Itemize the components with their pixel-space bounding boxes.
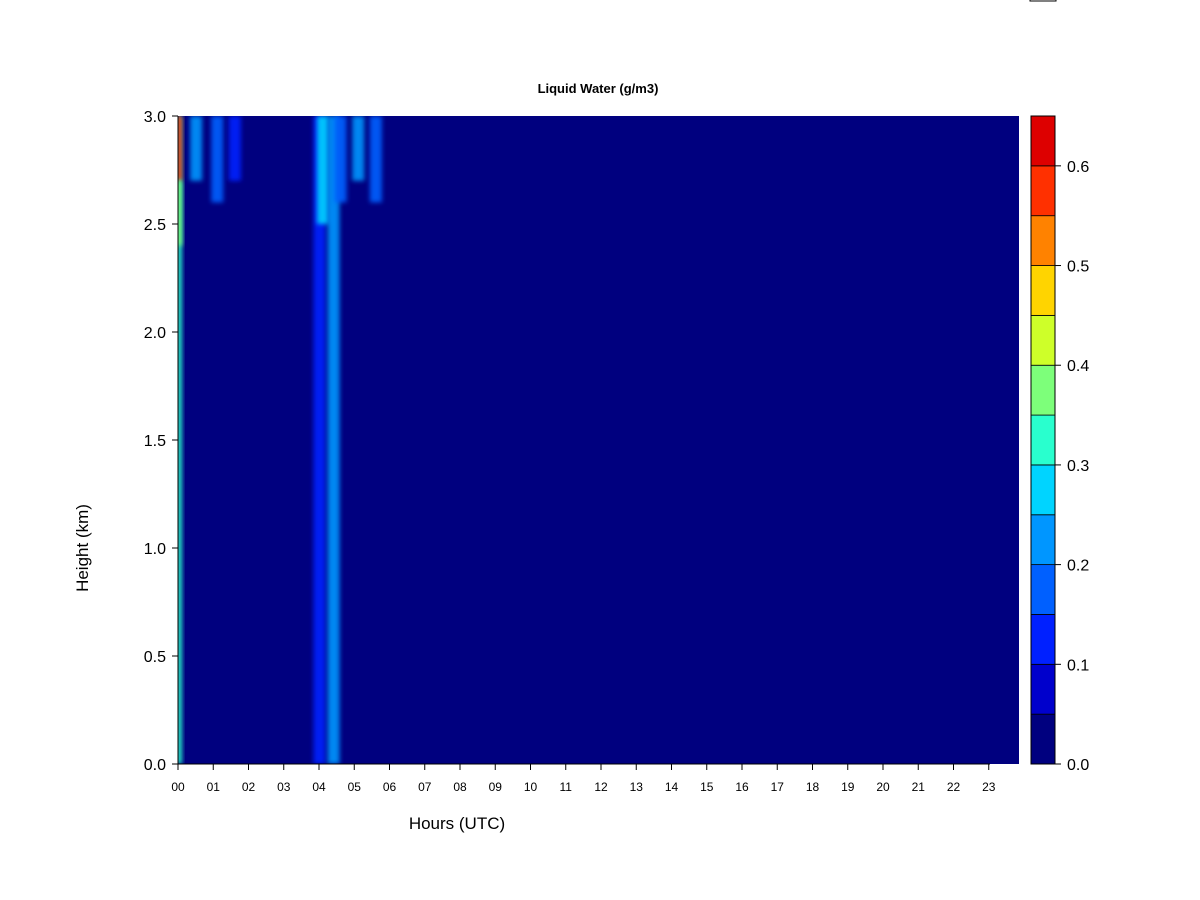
plot-area	[178, 116, 1019, 764]
feature-0	[178, 116, 182, 764]
x-tick-label: 03	[277, 780, 291, 794]
x-tick-label: 04	[312, 780, 326, 794]
feature-7	[317, 116, 329, 224]
y-tick-label: 0.5	[144, 649, 166, 666]
feature-1	[178, 116, 182, 181]
x-tick-label: 06	[383, 780, 397, 794]
x-tick-label: 21	[912, 780, 926, 794]
feature-8	[327, 116, 340, 764]
colorbar-swatch	[1030, 713, 1056, 765]
x-tick-label: 07	[418, 780, 432, 794]
feature-6	[313, 116, 326, 764]
feature-5	[228, 116, 241, 181]
y-axis: 0.0 0.5 1.0 1.5 2.0 2.5 3.0	[144, 109, 179, 774]
feature-4	[211, 116, 224, 203]
y-tick-label: 1.0	[144, 541, 166, 558]
x-ticks: 00 01 02 03 04 05 06 07 08 09 10 11 12 13 14 15 16 17 18 19…	[171, 764, 996, 794]
x-tick-label: 17	[771, 780, 785, 794]
colorbar-tick-label: 0.0	[1067, 757, 1089, 774]
x-tick-label: 02	[242, 780, 256, 794]
liquid-water-features	[178, 116, 382, 764]
feature-2	[178, 180, 182, 246]
feature-9	[334, 116, 347, 203]
colorbar-tick-label: 0.4	[1067, 358, 1089, 375]
colorbar-swatch	[1030, 364, 1056, 416]
colorbar-swatch	[1030, 614, 1056, 665]
colorbar-tick-label: 0.3	[1067, 458, 1089, 475]
x-tick-label: 22	[947, 780, 961, 794]
colorbar-frame	[1030, 115, 1056, 765]
x-tick-label: 05	[348, 780, 362, 794]
y-axis-label: Height (km)	[73, 504, 92, 592]
y-tick-label: 0.0	[144, 757, 166, 774]
x-tick-label: 20	[876, 780, 890, 794]
x-tick-label: 15	[700, 780, 714, 794]
x-tick-label: 12	[594, 780, 608, 794]
feature-3	[190, 116, 203, 181]
plot-background	[178, 116, 1019, 764]
y-ticks: 0.0 0.5 1.0 1.5 2.0 2.5 3.0	[144, 109, 178, 774]
colorbar-swatch	[1030, 514, 1056, 566]
x-axis-label: Hours (UTC)	[409, 814, 505, 833]
x-tick-label: 14	[665, 780, 679, 794]
y-tick-label: 2.5	[144, 217, 166, 234]
x-tick-label: 18	[806, 780, 820, 794]
colorbar-swatch	[1030, 564, 1056, 615]
y-tick-label: 2.0	[144, 325, 166, 342]
colorbar-swatch	[1030, 663, 1056, 715]
x-tick-label: 11	[560, 780, 573, 794]
feature-10	[352, 116, 365, 181]
colorbar-ticks: 0.0 0.1 0.2 0.3 0.4 0.5 0.6	[1055, 159, 1089, 774]
feature-11	[369, 116, 382, 203]
colorbar-swatch	[1030, 314, 1056, 366]
colorbar-swatch	[1030, 265, 1056, 316]
y-tick-label: 3.0	[144, 109, 166, 126]
x-tick-label: 19	[841, 780, 855, 794]
x-axis: 00 01 02 03 04 05 06 07 08 09 10 11 12 13 14 15 16 17 18 19…	[171, 763, 996, 794]
x-tick-label: 01	[207, 780, 221, 794]
colorbar-swatch	[1030, 464, 1056, 516]
colorbar-tick-label: 0.6	[1067, 159, 1089, 176]
colorbar-swatch	[1030, 414, 1056, 466]
colorbar-tick-label: 0.1	[1067, 657, 1089, 674]
x-tick-label: 10	[524, 780, 538, 794]
x-tick-label: 09	[489, 780, 503, 794]
x-tick-label: 08	[453, 780, 467, 794]
x-tick-label: 00	[171, 780, 185, 794]
colorbar: 0.0 0.1 0.2 0.3 0.4 0.5 0.6	[1030, 115, 1089, 774]
colorbar-tick-label: 0.5	[1067, 259, 1089, 276]
colorbar-swatch	[1030, 115, 1056, 167]
x-tick-label: 13	[630, 780, 644, 794]
colorbar-swatch	[1030, 165, 1056, 217]
colorbar-swatch	[1030, 215, 1056, 266]
corner-box	[1029, 0, 1057, 2]
y-tick-label: 1.5	[144, 433, 166, 450]
chart-title: Liquid Water (g/m3)	[538, 81, 659, 96]
colorbar-tick-label: 0.2	[1067, 558, 1089, 575]
x-tick-label: 23	[982, 780, 996, 794]
colorbar-swatches	[1030, 115, 1056, 765]
x-tick-label: 16	[735, 780, 749, 794]
